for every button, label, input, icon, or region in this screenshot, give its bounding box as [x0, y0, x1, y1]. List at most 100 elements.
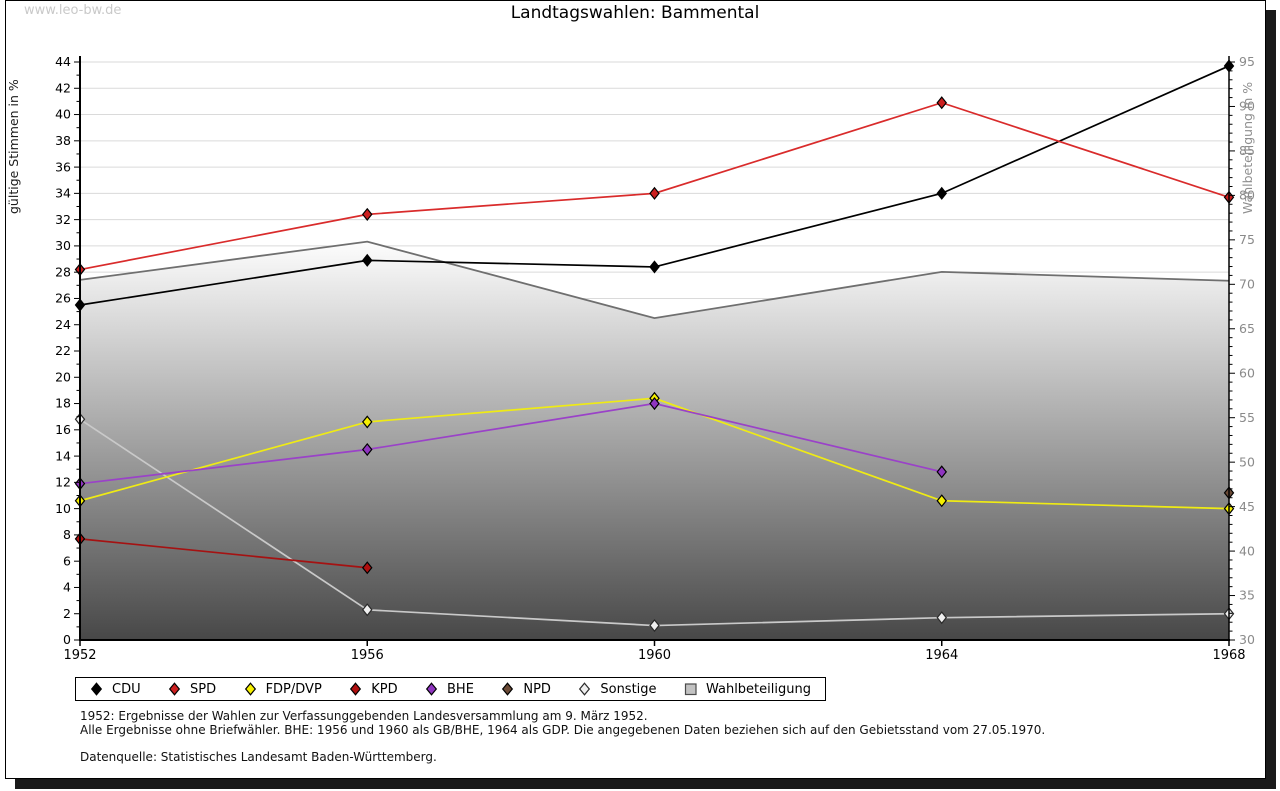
- right-tick-label: 85: [1239, 143, 1255, 158]
- left-tick-label: 2: [63, 606, 71, 621]
- legend-marker-diamond: [90, 682, 103, 696]
- right-tick-label: 70: [1239, 277, 1255, 292]
- x-tick-label: 1960: [638, 648, 671, 663]
- legend: CDU SPD FDP/DVP KPD BHE NPD Sonstige Wahlbeteil…: [75, 677, 826, 701]
- legend-item-sonstige: Sonstige: [578, 681, 657, 697]
- left-tick-label: 36: [55, 159, 71, 174]
- left-tick-label: 34: [55, 186, 71, 201]
- chart-title: Landtagswahlen: Bammental: [510, 3, 760, 23]
- legend-item-cdu: CDU: [90, 682, 141, 697]
- legend-label: SPD: [190, 681, 217, 697]
- left-tick-label: 28: [55, 264, 71, 279]
- series-sonstige: [74, 412, 1235, 633]
- series-line-bhe: [79, 402, 942, 485]
- legend-item-bhe: BHE: [425, 682, 474, 697]
- series-bhe: [74, 396, 948, 491]
- diamond-icon: [90, 682, 103, 696]
- x-axis-ticks: 1952 1956 1960 1964 1968: [63, 640, 1246, 663]
- footnote-line: 1952: Ergebnisse der Wahlen zur Verfassu…: [80, 709, 648, 723]
- right-tick-label: 30: [1239, 632, 1255, 647]
- right-tick-label: 95: [1239, 54, 1255, 69]
- series-wahlbeteiligung: [79, 240, 1230, 640]
- diamond-icon: [168, 682, 181, 696]
- legend-label: FDP/DVP: [265, 681, 322, 697]
- marker-fdp-dvp-1964: [936, 494, 948, 508]
- left-tick-label: 6: [63, 553, 71, 568]
- marker-spd-1956: [361, 207, 373, 221]
- watermark: www.leo-bw.de: [24, 3, 122, 18]
- legend-marker-diamond: [244, 682, 256, 696]
- marker-sonstige-1964: [936, 611, 948, 625]
- series-line-kpd: [79, 538, 368, 569]
- left-tick-label: 8: [63, 527, 71, 542]
- marker-cdu-1964: [936, 186, 948, 200]
- diamond-icon: [350, 682, 362, 696]
- left-tick-label: 4: [63, 580, 71, 595]
- diamond-icon: [425, 682, 438, 696]
- marker-cdu-1960: [649, 260, 660, 274]
- left-tick-label: 16: [55, 422, 71, 437]
- left-tick-label: 32: [55, 212, 71, 227]
- legend-marker-square: [684, 683, 697, 696]
- marker-bhe-1956: [361, 442, 373, 457]
- marker-sonstige-1956: [361, 603, 373, 617]
- legend-label: Wahlbeteiligung: [705, 681, 811, 697]
- legend-item-fdp-dvp: FDP/DVP: [244, 682, 322, 697]
- legend-marker-diamond: [502, 682, 514, 696]
- diamond-icon: [502, 682, 514, 696]
- legend-label: Sonstige: [600, 681, 657, 697]
- left-tick-label: 0: [63, 632, 71, 647]
- right-axis-ticks: 30 35 40 45 50 55 60 65 70 75 80 85 90 95: [1229, 54, 1255, 647]
- left-tick-label: 42: [55, 80, 71, 95]
- legend-item-kpd: KPD: [349, 681, 398, 697]
- left-tick-label: 30: [55, 238, 71, 253]
- left-tick-label: 38: [55, 133, 71, 148]
- x-tick-label: 1952: [63, 648, 96, 663]
- legend-label: KPD: [371, 681, 398, 697]
- legend-item-wahlbeteiligung: Wahlbeteiligung: [684, 682, 811, 697]
- left-axis-title: gültige Stimmen in %: [6, 79, 21, 214]
- right-tick-label: 45: [1239, 499, 1255, 514]
- legend-marker-diamond: [168, 682, 181, 696]
- legend-label: CDU: [112, 681, 141, 697]
- diamond-icon: [244, 682, 256, 696]
- right-tick-label: 50: [1239, 454, 1255, 469]
- right-tick-label: 40: [1239, 543, 1255, 558]
- marker-bhe-1960: [649, 396, 660, 411]
- right-tick-label: 80: [1239, 188, 1255, 203]
- right-tick-label: 55: [1239, 410, 1255, 425]
- left-tick-label: 10: [55, 501, 71, 516]
- left-tick-label: 20: [55, 369, 71, 384]
- marker-sonstige-1960: [649, 618, 660, 633]
- right-axis-title: Wahlbeteiligung in %: [1240, 82, 1255, 214]
- series-spd: [74, 96, 1235, 277]
- marker-spd-1960: [649, 186, 660, 200]
- marker-fdp-dvp-1956: [361, 415, 373, 429]
- legend-item-spd: SPD: [168, 682, 216, 697]
- footnote-line: [80, 737, 1045, 751]
- right-tick-label: 65: [1239, 321, 1255, 336]
- right-tick-label: 75: [1239, 232, 1255, 247]
- x-tick-label: 1968: [1212, 648, 1245, 663]
- left-axis-ticks: 0246810121416182022242628303234363840424…: [55, 54, 80, 647]
- legend-label: BHE: [447, 681, 474, 697]
- left-tick-label: 44: [55, 54, 71, 69]
- square-icon: [684, 683, 697, 696]
- x-tick-label: 1964: [925, 648, 958, 663]
- legend-marker-diamond: [350, 682, 362, 696]
- participation-area: [80, 241, 1229, 640]
- series-cdu: [74, 59, 1235, 312]
- right-tick-label: 60: [1239, 365, 1255, 380]
- left-tick-label: 26: [55, 291, 71, 306]
- x-tick-label: 1956: [351, 648, 384, 663]
- series-line-wahlbeteiligung: [79, 240, 1230, 320]
- left-tick-label: 40: [55, 107, 71, 122]
- left-tick-label: 14: [55, 448, 71, 463]
- left-tick-label: 24: [55, 317, 71, 332]
- left-tick-label: 18: [55, 396, 71, 411]
- footnote-line: Alle Ergebnisse ohne Briefwähler. BHE: 1…: [80, 722, 1046, 737]
- right-tick-label: 90: [1239, 99, 1255, 114]
- marker-cdu-1956: [361, 253, 373, 267]
- footnote-line: Datenquelle: Statistisches Landesamt Bad…: [80, 749, 437, 764]
